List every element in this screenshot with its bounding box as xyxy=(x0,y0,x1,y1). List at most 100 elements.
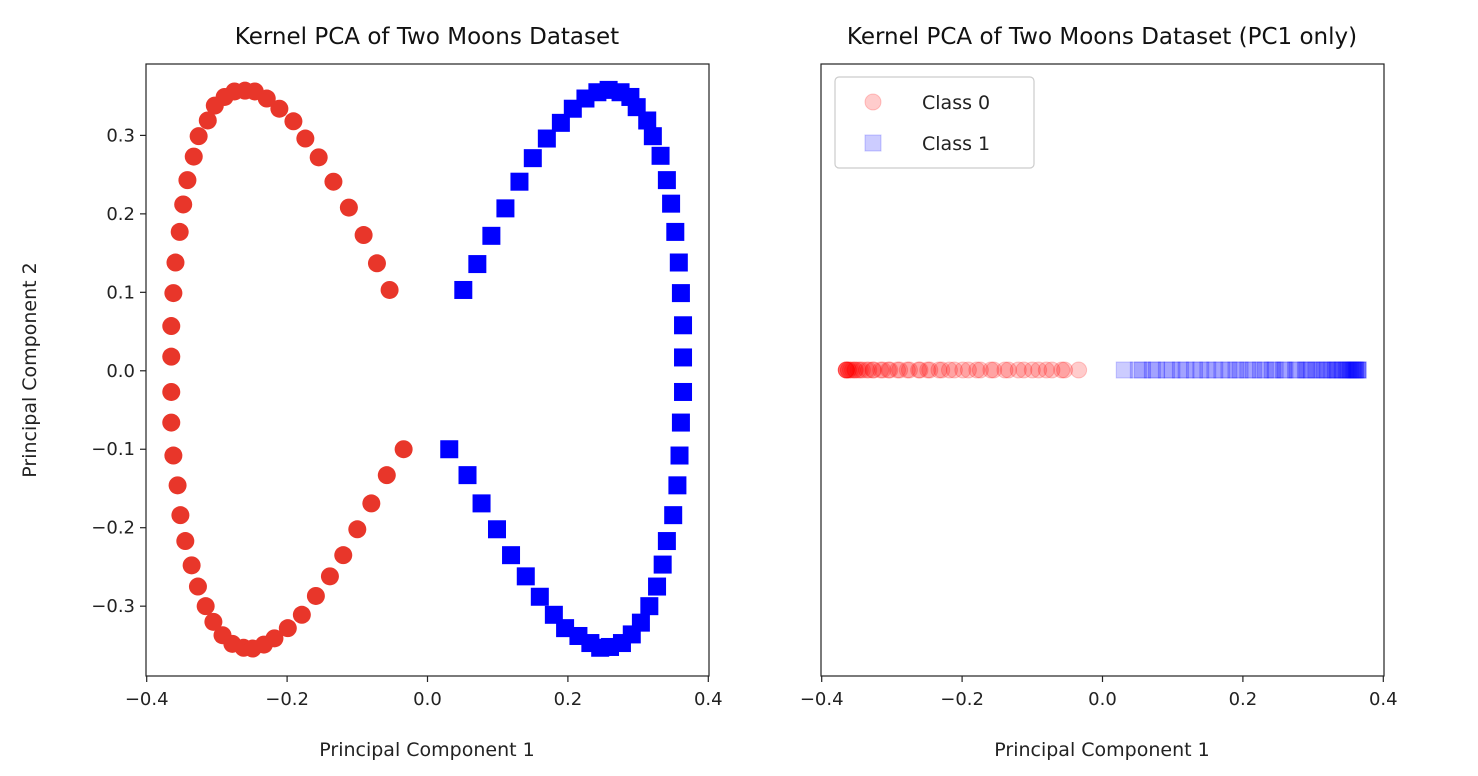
class1-point xyxy=(671,413,690,432)
legend: Class 0 Class 1 xyxy=(834,76,1035,169)
class1-point xyxy=(523,149,542,168)
class1-point xyxy=(671,284,690,303)
class1-pc1-point xyxy=(1177,361,1195,379)
class0-pc1-point xyxy=(933,361,951,379)
class0-pc1-point xyxy=(1070,361,1088,379)
class0-pc1-point xyxy=(1056,361,1074,379)
class1-point xyxy=(664,506,683,525)
class1-pc1-point xyxy=(1347,361,1365,379)
class1-pc1-point xyxy=(1307,361,1325,379)
class0-point xyxy=(334,546,353,565)
class1-pc1-point xyxy=(1220,361,1238,379)
class1-point xyxy=(440,440,459,459)
y-tick-label: 0.0 xyxy=(106,361,135,382)
legend-frame xyxy=(834,76,1035,169)
left-xlabel: Principal Component 1 xyxy=(319,739,534,761)
class0-pc1-point xyxy=(839,361,857,379)
class1-pc1-point xyxy=(1345,361,1363,379)
class0-pc1-point xyxy=(858,361,876,379)
class0-point xyxy=(284,112,303,131)
class0-point xyxy=(292,605,311,624)
class1-point xyxy=(458,466,477,485)
class0-pc1-point xyxy=(844,361,862,379)
class1-pc1-point xyxy=(1244,361,1262,379)
class1-point xyxy=(551,113,570,132)
class0-point xyxy=(320,567,339,586)
class1-point xyxy=(487,520,506,539)
y-tick-label: 0.3 xyxy=(106,125,135,146)
class0-point xyxy=(306,586,325,605)
class1-pc1-point xyxy=(1347,361,1365,379)
right-scatter-marks xyxy=(837,361,1367,379)
class0-pc1-point xyxy=(837,361,855,379)
y-tick-label: −0.3 xyxy=(91,596,135,617)
class0-pc1-point xyxy=(837,361,855,379)
class0-point xyxy=(174,195,193,214)
class1-pc1-point xyxy=(1323,361,1341,379)
class0-pc1-point xyxy=(851,361,869,379)
class0-pc1-point xyxy=(910,361,928,379)
class0-point xyxy=(178,171,197,190)
class1-point xyxy=(468,255,487,274)
class1-point xyxy=(638,111,657,130)
class1-point xyxy=(657,532,676,551)
class1-pc1-point xyxy=(1163,361,1181,379)
class1-point xyxy=(674,316,693,335)
class1-point xyxy=(666,222,685,241)
x-tick-label: −0.2 xyxy=(265,689,309,710)
class0-pc1-point xyxy=(1015,361,1033,379)
class1-point xyxy=(640,597,659,616)
class0-point xyxy=(198,111,217,130)
class0-point xyxy=(367,254,386,273)
class1-point xyxy=(668,476,687,495)
left-axes-frame xyxy=(145,63,710,677)
legend-class0-label: Class 0 xyxy=(922,92,990,114)
class1-pc1-point xyxy=(1303,361,1321,379)
y-tick-label: −0.2 xyxy=(91,518,135,539)
class1-pc1-point xyxy=(1337,361,1355,379)
class1-point xyxy=(530,587,549,606)
class1-pc1-point xyxy=(1339,361,1357,379)
class0-point xyxy=(170,222,189,241)
y-tick-label: 0.2 xyxy=(106,204,135,225)
class0-pc1-point xyxy=(971,361,989,379)
class0-point xyxy=(354,226,373,245)
x-tick-label: −0.2 xyxy=(940,689,984,710)
class0-point xyxy=(324,172,343,191)
class0-pc1-point xyxy=(999,361,1017,379)
class0-point xyxy=(394,440,413,459)
right-ticks: −0.4 −0.2 0.0 0.2 0.4 xyxy=(800,676,1398,710)
class1-pc1-point xyxy=(1346,361,1364,379)
class1-point xyxy=(510,172,529,191)
class0-point xyxy=(166,253,185,272)
class1-point xyxy=(472,494,491,513)
class1-point xyxy=(653,555,672,574)
class0-pc1-point xyxy=(930,361,948,379)
class1-point xyxy=(674,382,693,401)
class0-point xyxy=(296,129,315,148)
class1-pc1-point xyxy=(1343,361,1361,379)
class0-point xyxy=(176,532,195,551)
class0-point xyxy=(270,99,289,118)
legend-class1-label: Class 1 xyxy=(922,133,990,155)
class0-point xyxy=(339,198,358,217)
class0-pc1-point xyxy=(846,361,864,379)
class0-pc1-point xyxy=(921,361,939,379)
class1-pc1-point xyxy=(1349,361,1367,379)
class1-pc1-point xyxy=(1239,361,1257,379)
class0-pc1-point xyxy=(849,361,867,379)
class0-pc1-point xyxy=(945,361,963,379)
class0-pc1-point xyxy=(864,361,882,379)
x-tick-label: −0.4 xyxy=(125,689,169,710)
left-ylabel: Principal Component 2 xyxy=(19,262,41,477)
x-tick-label: 0.2 xyxy=(554,689,583,710)
class0-pc1-point xyxy=(996,361,1014,379)
right-title: Kernel PCA of Two Moons Dataset (PC1 onl… xyxy=(847,24,1357,50)
class1-pc1-point xyxy=(1134,361,1152,379)
class0-pc1-point xyxy=(839,361,857,379)
class0-pc1-point xyxy=(968,361,986,379)
class0-pc1-point xyxy=(841,361,859,379)
class1-pc1-point xyxy=(1296,361,1314,379)
class1-pc1-point xyxy=(1266,361,1284,379)
